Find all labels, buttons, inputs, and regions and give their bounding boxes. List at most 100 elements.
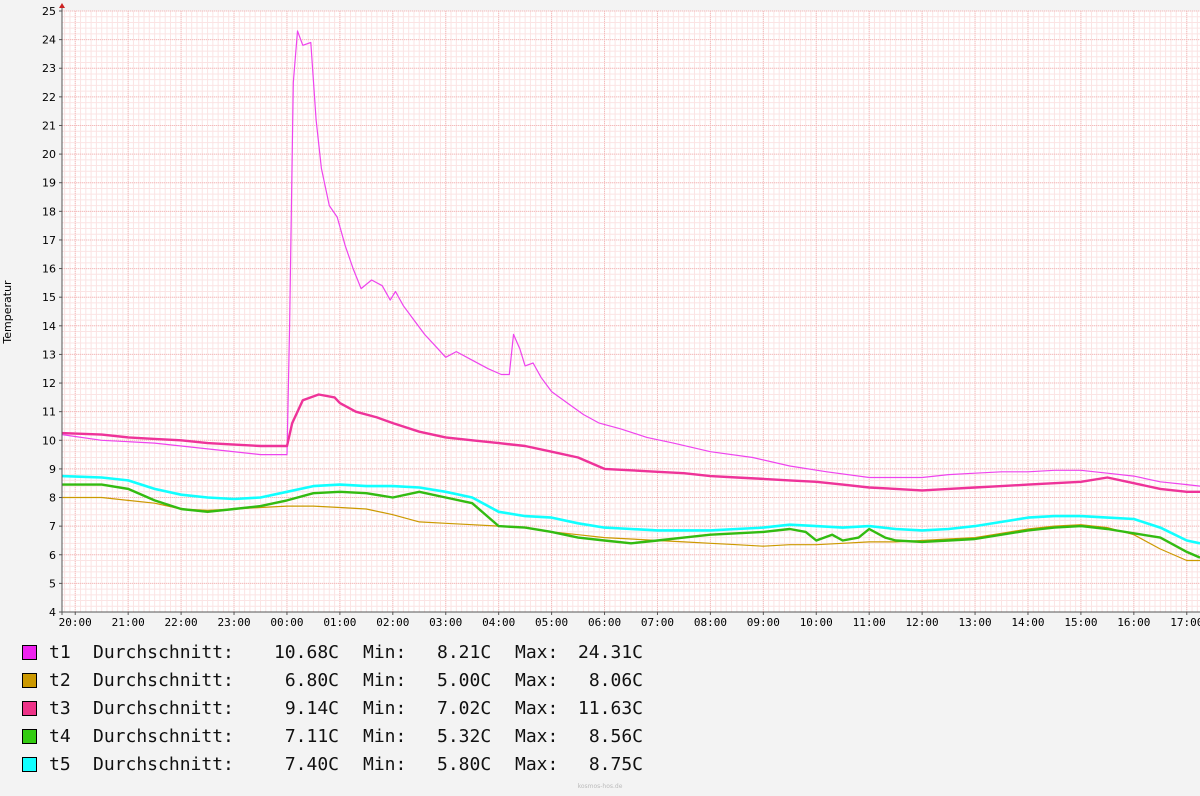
- x-tick-label: 09:00: [747, 616, 780, 629]
- x-tick-label: 07:00: [641, 616, 674, 629]
- x-tick-label: 17:00: [1170, 616, 1200, 629]
- x-tick-label: 22:00: [165, 616, 198, 629]
- y-tick-label: 21: [42, 119, 56, 132]
- x-tick-label: 02:00: [376, 616, 409, 629]
- x-tick-label: 04:00: [482, 616, 515, 629]
- y-tick-label: 13: [42, 348, 56, 361]
- series-line-t4: [62, 483, 1200, 559]
- min-value: 5.32C: [437, 725, 492, 747]
- legend-row-t3: t3 Durchschnitt: 9.14C Min: 7.02C Max: 1…: [22, 694, 643, 722]
- y-tick-labels: 4 5 6 7 8 9 10 11 12 13 14 15 16 17 18 19 20 21 22 23 24 25: [42, 5, 56, 619]
- temperature-chart: 4 5 6 7 8 9 10 11 12 13 14 15 16 17 18 19 20 21 22 23 24 25 2…: [1, 3, 1200, 629]
- y-tick-label: 15: [42, 291, 56, 304]
- max-value: 8.56C: [588, 725, 643, 747]
- y-tick-label: 11: [42, 406, 56, 419]
- y-tick-label: 17: [42, 234, 56, 247]
- min-label: Min:: [363, 725, 407, 747]
- min-label: Min:: [363, 697, 407, 719]
- y-tick-label: 24: [42, 34, 56, 47]
- average-value: 9.14C: [284, 697, 339, 719]
- y-tick-label: 20: [42, 148, 56, 161]
- series-name: t2: [49, 669, 71, 691]
- watermark: kosmos-hos.de: [577, 783, 623, 790]
- x-tick-label: 12:00: [906, 616, 939, 629]
- legend-swatch-t3: [22, 700, 37, 716]
- x-tick-label: 15:00: [1064, 616, 1097, 629]
- x-tick-label: 05:00: [535, 616, 568, 629]
- max-value: 8.75C: [588, 753, 643, 775]
- average-label: Durchschnitt:: [93, 641, 234, 663]
- y-axis-label: Temperatur: [1, 280, 14, 345]
- x-tick-label: 06:00: [588, 616, 621, 629]
- series-line-t5: [61, 474, 1200, 545]
- max-value: 11.63C: [577, 697, 643, 719]
- max-value: 8.06C: [588, 669, 643, 691]
- legend-row-t1: t1 Durchschnitt: 10.68C Min: 8.21C Max: …: [22, 638, 643, 666]
- legend-row-t4: t4 Durchschnitt: 7.11C Min: 5.32C Max: 8…: [22, 722, 643, 750]
- max-label: Max:: [515, 725, 559, 747]
- x-tick-label: 21:00: [112, 616, 145, 629]
- y-tick-label: 12: [42, 377, 56, 390]
- x-tick-label: 13:00: [958, 616, 991, 629]
- average-label: Durchschnitt:: [93, 753, 234, 775]
- axes: [59, 3, 1200, 615]
- x-tick-label: 11:00: [853, 616, 886, 629]
- x-tick-label: 14:00: [1011, 616, 1044, 629]
- legend-row-t2: t2 Durchschnitt: 6.80C Min: 5.00C Max: 8…: [22, 666, 643, 694]
- y-tick-label: 4: [49, 606, 56, 619]
- minor-grid: [62, 10, 1200, 613]
- x-tick-label: 08:00: [694, 616, 727, 629]
- y-tick-label: 14: [42, 320, 56, 333]
- series-name: t4: [49, 725, 71, 747]
- y-tick-label: 10: [42, 434, 56, 447]
- series-name: t5: [49, 753, 71, 775]
- y-tick-label: 19: [42, 177, 56, 190]
- x-tick-label: 00:00: [270, 616, 303, 629]
- series-line-t1: [61, 30, 1200, 487]
- x-tick-labels: 20:00 21:00 22:00 23:00 00:00 01:00 02:00 03:00…: [59, 616, 1200, 629]
- series-lines: [61, 30, 1200, 562]
- max-value: 24.31C: [577, 641, 643, 663]
- min-label: Min:: [363, 753, 407, 775]
- min-value: 5.80C: [437, 753, 492, 775]
- max-label: Max:: [515, 669, 559, 691]
- y-tick-label: 8: [49, 492, 56, 505]
- average-value: 7.11C: [284, 725, 339, 747]
- major-grid: [62, 10, 1200, 613]
- series-line-t2: [62, 496, 1200, 562]
- y-tick-label: 22: [42, 91, 56, 104]
- y-tick-label: 25: [42, 5, 56, 18]
- min-label: Min:: [363, 669, 407, 691]
- average-label: Durchschnitt:: [93, 669, 234, 691]
- average-value: 7.40C: [284, 753, 339, 775]
- legend-row-t5: t5 Durchschnitt: 7.40C Min: 5.80C Max: 8…: [22, 750, 643, 778]
- min-value: 5.00C: [437, 669, 492, 691]
- x-tick-label: 16:00: [1117, 616, 1150, 629]
- y-tick-label: 9: [49, 463, 56, 476]
- legend-swatch-t5: [22, 756, 37, 772]
- legend: t1 Durchschnitt: 10.68C Min: 8.21C Max: …: [22, 638, 643, 778]
- y-tick-label: 23: [42, 62, 56, 75]
- min-value: 8.21C: [437, 641, 492, 663]
- y-tick-label: 7: [49, 520, 56, 533]
- max-label: Max:: [515, 753, 559, 775]
- y-tick-label: 18: [42, 205, 56, 218]
- average-label: Durchschnitt:: [93, 725, 234, 747]
- max-label: Max:: [515, 641, 559, 663]
- series-line-t3: [61, 393, 1200, 493]
- series-name: t1: [49, 641, 71, 663]
- average-label: Durchschnitt:: [93, 697, 234, 719]
- x-tick-label: 10:00: [800, 616, 833, 629]
- series-name: t3: [49, 697, 71, 719]
- x-tick-label: 20:00: [59, 616, 92, 629]
- average-value: 10.68C: [273, 641, 339, 663]
- legend-swatch-t1: [22, 644, 37, 660]
- min-label: Min:: [363, 641, 407, 663]
- x-tick-label: 23:00: [217, 616, 250, 629]
- max-label: Max:: [515, 697, 559, 719]
- x-tick-label: 01:00: [323, 616, 356, 629]
- legend-swatch-t4: [22, 728, 37, 744]
- min-value: 7.02C: [437, 697, 492, 719]
- y-axis-arrow: [59, 3, 65, 8]
- average-value: 6.80C: [284, 669, 339, 691]
